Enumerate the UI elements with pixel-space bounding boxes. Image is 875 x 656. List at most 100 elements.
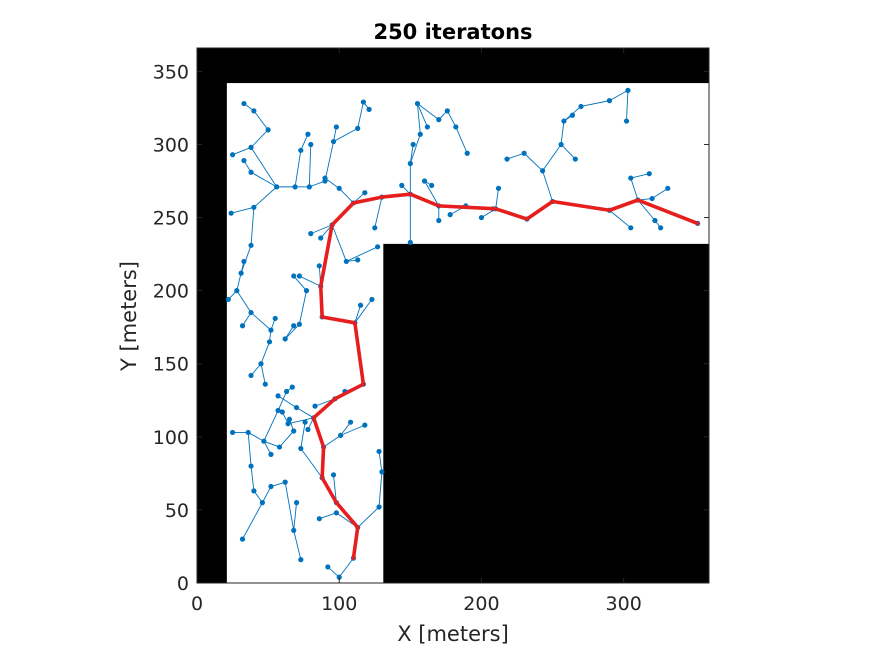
x-tick-label: 100 <box>321 593 357 615</box>
tree-node <box>296 273 302 279</box>
y-tick-label: 50 <box>165 500 189 522</box>
tree-edge <box>378 471 383 508</box>
tree-node <box>649 195 655 202</box>
tree-node <box>665 185 671 191</box>
tree-node <box>248 144 254 150</box>
tree-edge <box>260 341 270 364</box>
tree-node <box>355 125 361 131</box>
tree-node <box>248 242 254 248</box>
tree-edge <box>232 146 252 156</box>
tree-node <box>239 323 246 329</box>
tree-edge <box>298 290 307 325</box>
tree-node <box>293 500 300 506</box>
tree-node <box>399 182 405 189</box>
tree-edge <box>309 180 326 188</box>
tree-edge <box>416 103 421 135</box>
tree-edge <box>263 440 280 448</box>
tree-node <box>286 416 293 422</box>
tree-edge <box>308 144 312 187</box>
tree-edge <box>300 422 306 449</box>
tree-node <box>275 393 281 399</box>
tree-edge <box>250 129 269 148</box>
tree-node <box>355 257 361 263</box>
tree-node <box>478 214 485 221</box>
tree-node <box>316 516 322 522</box>
y-tick-label: 100 <box>153 427 189 449</box>
tree-edge <box>331 224 347 262</box>
tree-node <box>343 258 349 265</box>
tree-node <box>225 296 231 303</box>
tree-node <box>322 178 328 184</box>
tree-edge <box>560 144 576 160</box>
tree-node <box>234 288 240 294</box>
tree-node <box>606 98 613 104</box>
tree-node <box>298 557 304 563</box>
tree-node <box>251 488 257 494</box>
tree-node <box>569 112 576 118</box>
tree-edge <box>651 187 669 199</box>
tree-node <box>289 384 295 390</box>
tree-node <box>652 217 658 224</box>
x-tick-label: 0 <box>191 593 203 615</box>
tree-node <box>376 448 382 455</box>
tree-node <box>369 296 375 303</box>
tree-edge <box>333 474 337 503</box>
y-tick-label: 150 <box>153 354 189 376</box>
tree-node <box>298 147 304 153</box>
tree-node <box>333 124 339 130</box>
tree-edge <box>247 432 252 467</box>
tree-node <box>578 103 584 110</box>
tree-node <box>259 500 266 506</box>
tree-node <box>572 156 578 162</box>
tree-node <box>625 87 631 93</box>
tree-node <box>272 315 278 322</box>
tree-edge <box>424 180 440 207</box>
tree-edge <box>299 275 321 287</box>
tree-node <box>248 309 254 316</box>
y-tick-label: 200 <box>153 281 189 303</box>
tree-node <box>248 463 254 469</box>
tree-edge <box>357 101 364 129</box>
tree-node <box>646 171 652 177</box>
tree-edge <box>310 224 333 235</box>
tree-edge <box>417 103 440 120</box>
tree-edge <box>338 188 354 204</box>
best-path-line <box>311 192 700 560</box>
tree-edge <box>417 103 428 128</box>
tree-node <box>274 184 280 190</box>
tree-edge <box>284 325 295 340</box>
tree-edge <box>300 448 323 479</box>
tree-edge <box>253 110 269 131</box>
tree-edge <box>294 150 302 187</box>
tree-edge <box>626 90 629 122</box>
tree-node <box>357 302 364 308</box>
tree-edge <box>253 186 277 208</box>
obstacle <box>383 243 709 583</box>
y-tick-label: 250 <box>153 208 189 230</box>
tree-node <box>421 178 428 184</box>
x-axis-label: X [meters] <box>397 622 509 646</box>
tree-node <box>540 168 546 174</box>
tree-node <box>366 106 372 112</box>
tree-edge <box>495 188 499 209</box>
tree-edge <box>637 199 656 221</box>
best-path-layer <box>311 192 700 560</box>
tree-node <box>362 190 368 196</box>
tree-node <box>282 336 288 342</box>
tree-node <box>338 432 344 438</box>
tree-node <box>262 381 268 387</box>
tree-node <box>291 527 297 533</box>
tree-edge <box>240 245 252 274</box>
y-tick-label: 0 <box>177 573 189 595</box>
tree-edge <box>609 89 629 102</box>
tree-node <box>268 483 274 490</box>
tree-edge <box>260 363 266 385</box>
tree-node <box>266 339 273 345</box>
tree-node <box>436 217 442 224</box>
tree-node <box>279 409 285 415</box>
tree-node <box>561 118 567 124</box>
y-axis: 0 50 100 150 200 250 300 350 <box>153 61 709 595</box>
tree-node <box>248 169 254 175</box>
tree-edge <box>236 273 242 291</box>
tree-node <box>407 239 413 246</box>
